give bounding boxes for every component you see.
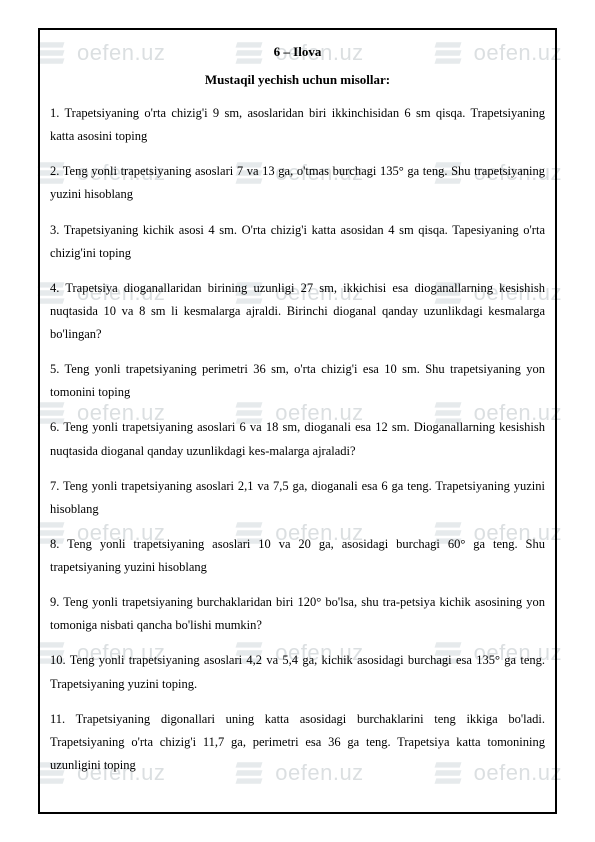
document-title: 6 – Ilova (50, 40, 545, 64)
document-subtitle: Mustaqil yechish uchun misollar: (50, 68, 545, 92)
paragraph: 8. Teng yonli trapetsiyaning asoslari 10… (50, 533, 545, 579)
paragraph: 3. Trapetsiyaning kichik asosi 4 sm. O'r… (50, 219, 545, 265)
paragraph: 10. Teng yonli trapetsiyaning asoslari 4… (50, 649, 545, 695)
paragraph: 7. Teng yonli trapetsiyaning asoslari 2,… (50, 475, 545, 521)
paragraph-list: 1. Trapetsiyaning o'rta chizig'i 9 sm, a… (50, 102, 545, 777)
paragraph: 9. Teng yonli trapetsiyaning burchaklari… (50, 591, 545, 637)
paragraph: 5. Teng yonli trapetsiyaning perimetri 3… (50, 358, 545, 404)
paragraph: 6. Teng yonli trapetsiyaning asoslari 6 … (50, 416, 545, 462)
document-content: 6 – Ilova Mustaqil yechish uchun misolla… (50, 40, 545, 802)
paragraph: 11. Trapetsiyaning digonallari uning kat… (50, 708, 545, 777)
paragraph: 2. Teng yonli trapetsiyaning asoslari 7 … (50, 160, 545, 206)
paragraph: 4. Trapetsiya dioganallaridan birining u… (50, 277, 545, 346)
paragraph: 1. Trapetsiyaning o'rta chizig'i 9 sm, a… (50, 102, 545, 148)
